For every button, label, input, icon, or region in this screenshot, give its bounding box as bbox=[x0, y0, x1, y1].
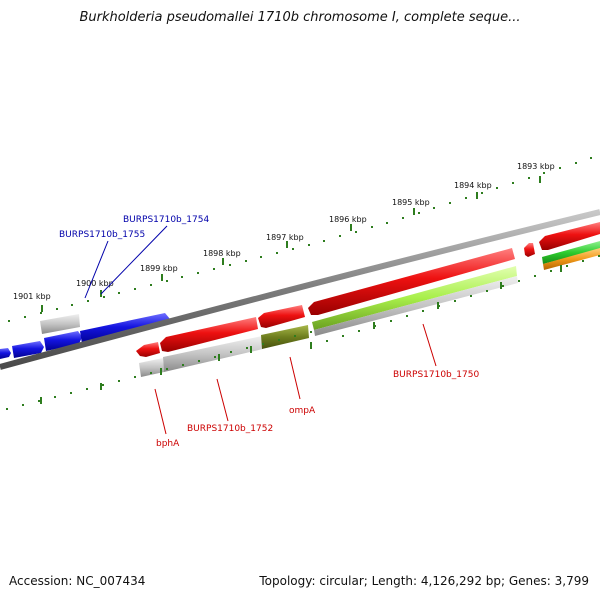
leader-line bbox=[216, 378, 229, 422]
leader-line bbox=[100, 225, 168, 295]
inner-tick-ring bbox=[6, 255, 600, 410]
chromosome-backbone bbox=[0, 209, 600, 370]
leader-line bbox=[154, 388, 167, 435]
kbp-label: 1896 kbp bbox=[329, 215, 367, 224]
gene-arrow[interactable] bbox=[12, 341, 44, 358]
reverse-genes bbox=[136, 222, 600, 357]
kbp-label: 1899 kbp bbox=[140, 264, 178, 273]
kbp-label: 1895 kbp bbox=[392, 198, 430, 207]
gene-arrow[interactable] bbox=[44, 331, 82, 351]
feature-block[interactable] bbox=[543, 248, 600, 270]
kbp-label: 1893 kbp bbox=[517, 162, 555, 171]
kbp-label: 1901 kbp bbox=[13, 292, 51, 301]
label-leaders bbox=[84, 225, 437, 435]
leader-line bbox=[84, 240, 109, 299]
kbp-labels: 1893 kbp 1894 kbp 1895 kbp 1896 kbp 1897… bbox=[13, 162, 555, 301]
feature-block[interactable] bbox=[261, 325, 309, 349]
gene-arrow[interactable] bbox=[160, 317, 258, 352]
gene-label[interactable]: BURPS1710b_1750 bbox=[393, 370, 479, 380]
kbp-label: 1897 kbp bbox=[266, 233, 304, 242]
kbp-label: 1894 kbp bbox=[454, 181, 492, 190]
feature-block[interactable] bbox=[314, 276, 518, 336]
gene-arrow[interactable] bbox=[258, 305, 305, 328]
gene-label[interactable]: ompA bbox=[289, 406, 316, 416]
gene-arrow[interactable] bbox=[308, 248, 515, 315]
feature-bars bbox=[139, 241, 600, 377]
gene-labels-bottom: BURPS1710b_1750 ompA BURPS1710b_1752 bph… bbox=[156, 370, 479, 449]
feature-block[interactable] bbox=[312, 266, 517, 330]
topology-text: Topology: circular; Length: 4,126,292 bp… bbox=[259, 574, 589, 588]
leader-line bbox=[289, 356, 301, 400]
feature-block[interactable] bbox=[40, 314, 80, 334]
feature-block[interactable] bbox=[542, 241, 600, 264]
accession-text: Accession: NC_007434 bbox=[9, 574, 146, 588]
gene-arrow[interactable] bbox=[539, 222, 600, 250]
gene-label[interactable]: BURPS1710b_1754 bbox=[123, 215, 209, 225]
kbp-label: 1898 kbp bbox=[203, 249, 241, 258]
gene-labels-top: BURPS1710b_1754 BURPS1710b_1755 bbox=[59, 215, 209, 240]
gene-label[interactable]: bphA bbox=[156, 439, 180, 449]
feature-block[interactable] bbox=[139, 358, 164, 377]
gene-arrow[interactable] bbox=[524, 243, 535, 257]
map-title: Burkholderia pseudomallei 1710b chromoso… bbox=[79, 10, 521, 25]
gene-arrow[interactable] bbox=[0, 348, 11, 359]
gene-arrow[interactable] bbox=[136, 342, 160, 357]
gene-label[interactable]: BURPS1710b_1752 bbox=[187, 424, 273, 434]
feature-block[interactable] bbox=[163, 336, 263, 372]
kbp-label: 1900 kbp bbox=[76, 279, 114, 288]
leader-line bbox=[422, 323, 437, 367]
gene-label[interactable]: BURPS1710b_1755 bbox=[59, 230, 145, 240]
